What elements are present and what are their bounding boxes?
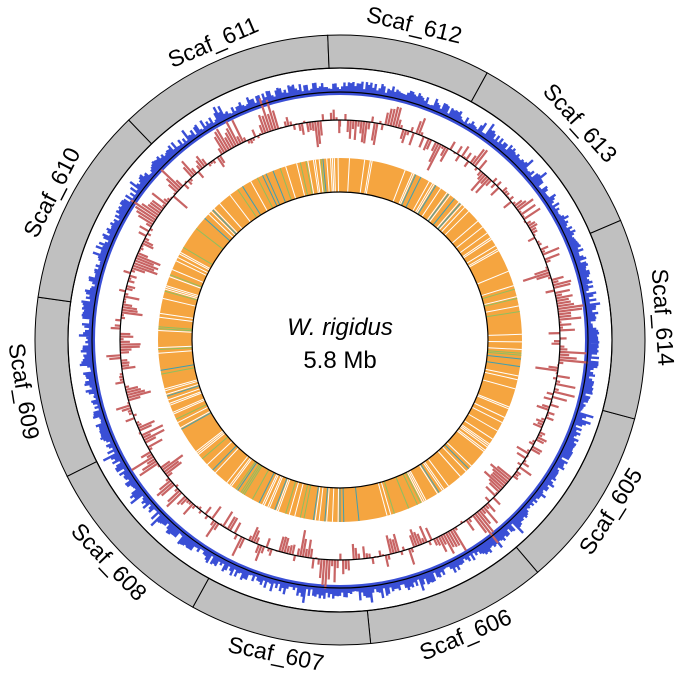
genome-size: 5.8 Mb [303, 347, 376, 374]
outline-circle [191, 191, 489, 489]
outline-circle [119, 119, 561, 561]
scaffold-ring [34, 34, 646, 646]
outline-circle [91, 91, 589, 589]
genome-species: W. rigidus [287, 314, 393, 341]
track-outlines [67, 67, 613, 613]
scaffold-segment [589, 219, 646, 420]
green-marks [158, 158, 522, 519]
orange-track [157, 157, 523, 523]
teal-marks [160, 158, 522, 523]
red-track [106, 98, 589, 589]
red-track-bars [106, 98, 589, 589]
orange-gaps [158, 157, 523, 523]
scaffold-label: Scaf_614 [647, 268, 680, 367]
outline-circle [67, 67, 613, 613]
